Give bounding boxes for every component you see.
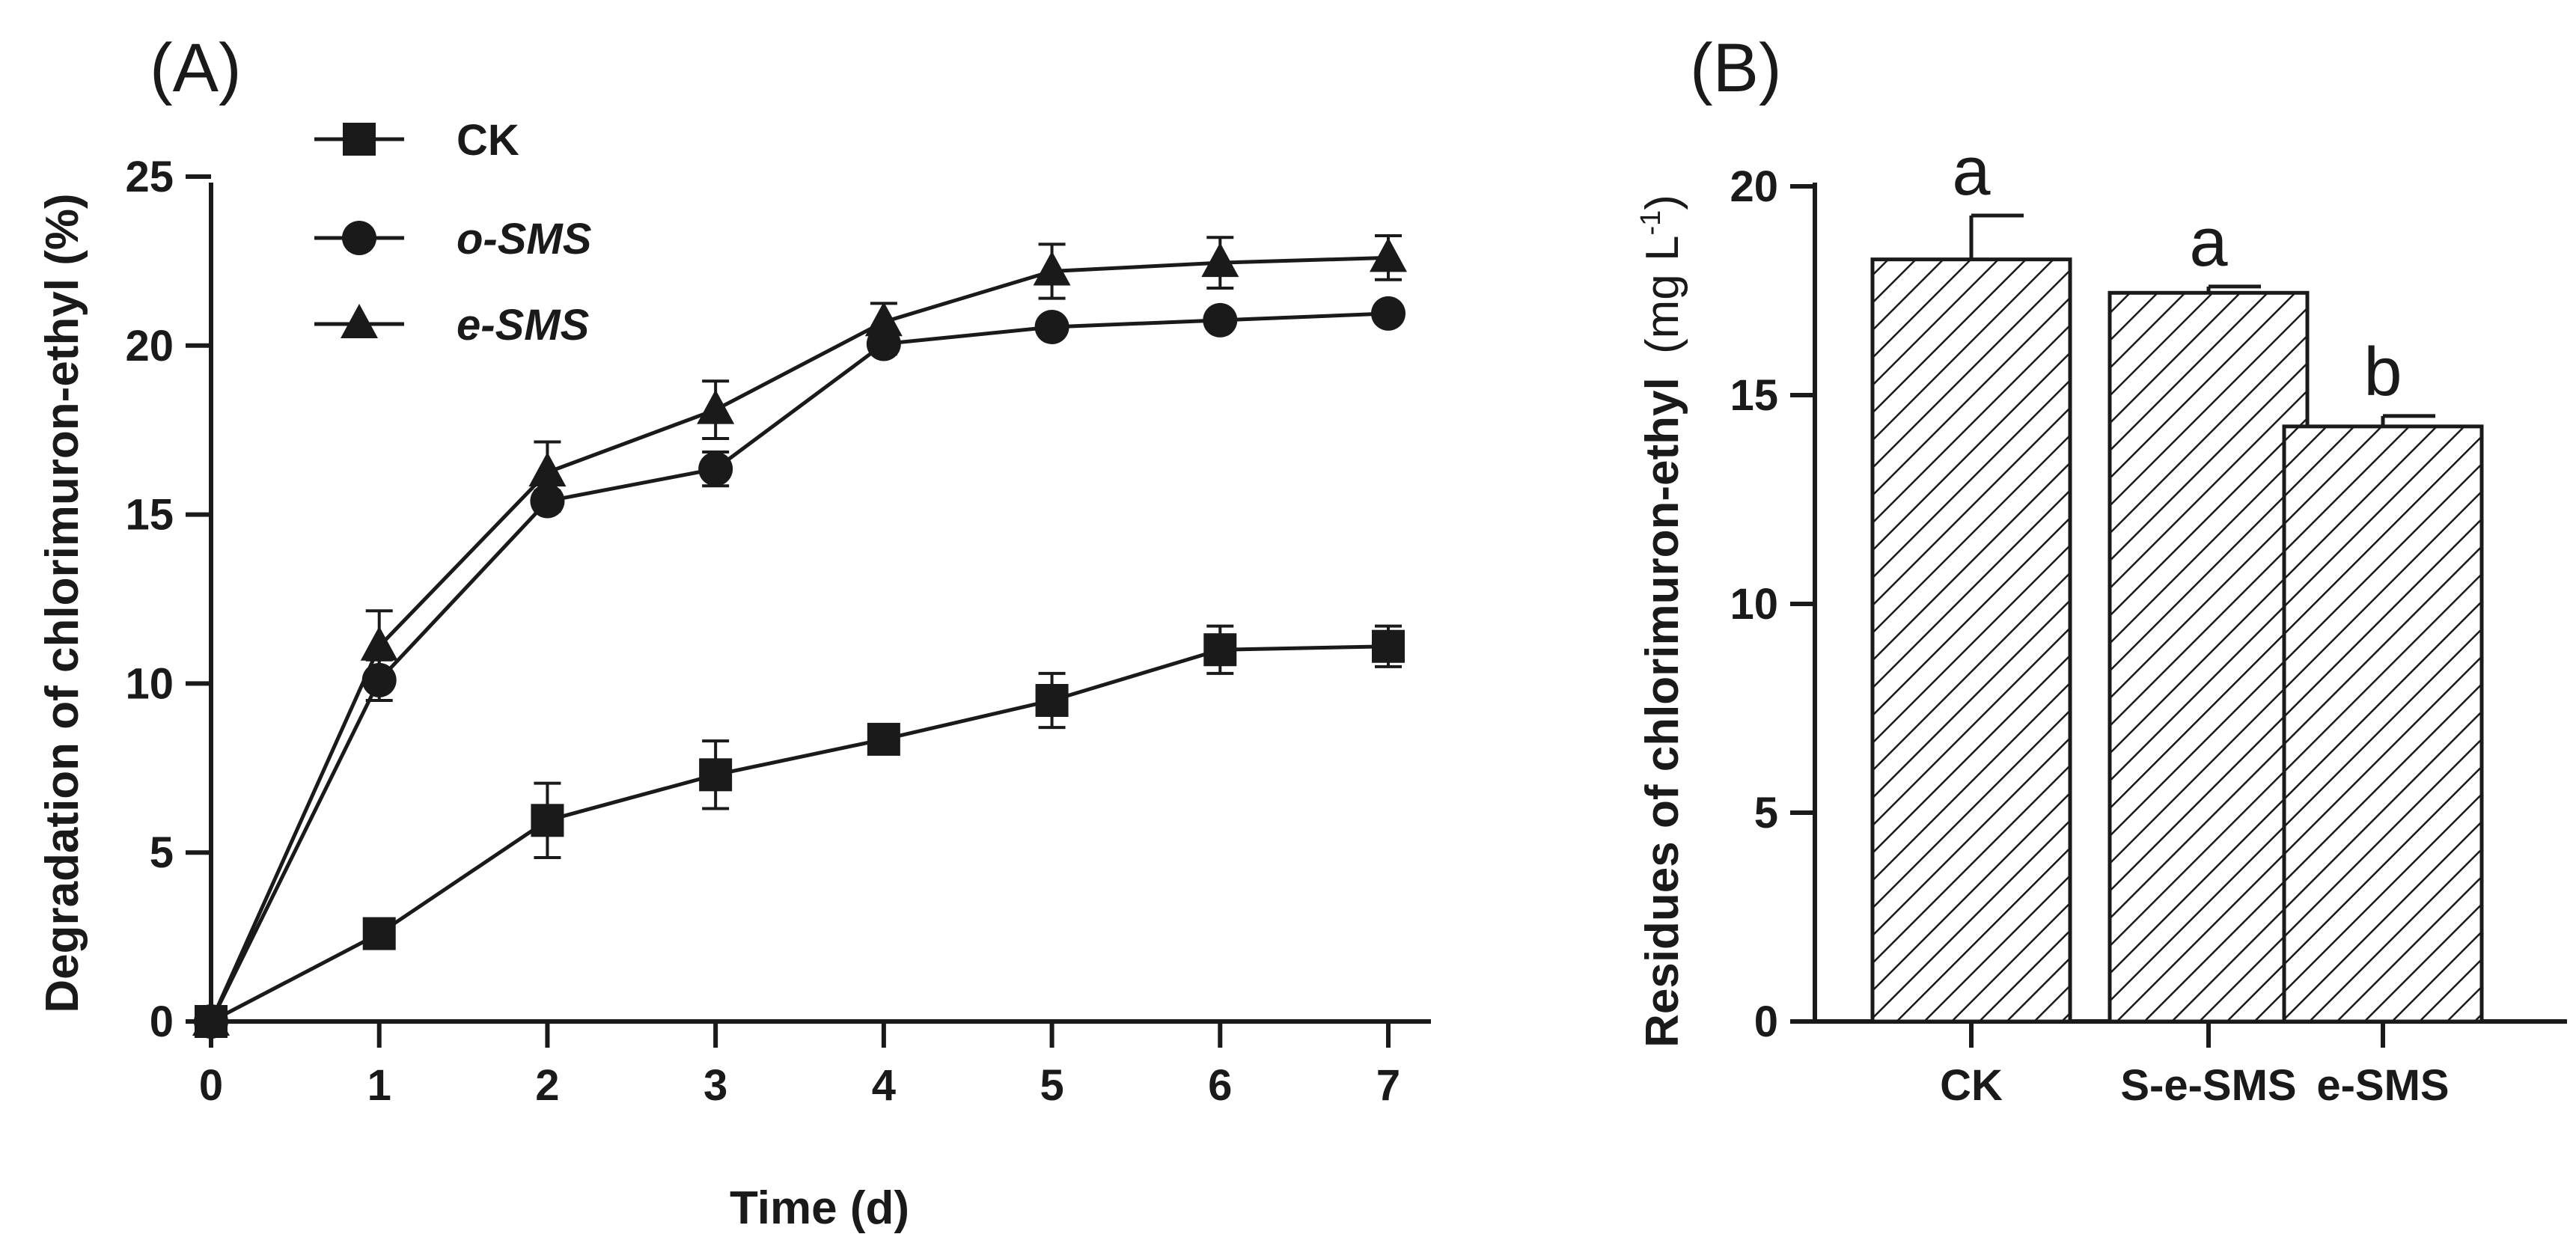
panel-a-y-tick-label: 25 [125,153,174,201]
data-point-ck [699,758,733,792]
panel-b-y-tick-label: 15 [1730,371,1778,420]
panel-b-x-tick-label: S-e-SMS [2120,1061,2296,1110]
panel-b-ticks: 0 5 10 15 20 [1730,162,1815,1046]
significance-letter: a [2189,204,2228,281]
series-line-o-sms [209,311,1389,1023]
data-point-e-sms [1033,251,1071,286]
data-point-e-sms [864,302,903,337]
panel-a-x-tick-label: 2 [535,1061,559,1110]
series-ck [195,624,1405,1038]
bar-ck [1870,257,2072,1024]
panel-a-x-tick-label: 6 [1208,1061,1232,1110]
data-point-e-sms [1201,242,1239,278]
series-o-sms [194,296,1405,1039]
legend-marker-square [343,123,376,156]
legend-label: CK [457,116,519,165]
panel-a-x-tick-label: 1 [367,1061,391,1110]
panel-b-y-tick-label: 10 [1730,580,1778,629]
series-e-sms [192,234,1407,1036]
panel-b-y-tick-label: 0 [1754,998,1778,1046]
panel-b-bar-chart: (B) 0 5 10 15 20 a CK a S-e-SMS b e-SMS Residues … [1635,30,2567,1110]
data-point-ck [867,722,900,756]
data-point-e-sms [360,626,398,661]
data-point-o-sms [1203,302,1238,337]
data-point-e-sms [697,389,735,424]
panel-a-label: (A) [150,30,242,106]
panel-a-x-tick-label: 7 [1376,1061,1400,1110]
legend-item-e-sms: e-SMS [314,301,590,349]
legend-item-ck: CK [314,116,519,165]
panel-b-label: (B) [1690,30,1782,106]
panel-b-y-axis-title-exp: -1 [1635,210,1667,236]
bar-s-e-sms [2108,290,2310,1024]
data-point-ck [1203,633,1237,667]
panel-b-y-axis-title-close: ) [1637,195,1688,210]
data-point-ck [1372,629,1405,663]
legend-label: o-SMS [457,215,592,263]
panel-a-x-tick-label: 3 [703,1061,727,1110]
data-point-o-sms [1034,309,1069,344]
significance-letter: b [2363,334,2402,410]
panel-a-y-tick-label: 20 [125,322,174,370]
data-point-e-sms [528,452,567,487]
bar-group-e-sms: b e-SMS [2282,334,2484,1110]
panel-a-y-axis-title: Degradation of chlorimuron-ethyl (%) [37,193,88,1012]
panel-b-x-tick-label: e-SMS [2316,1061,2449,1110]
panel-a-x-tick-label: 5 [1040,1061,1063,1110]
legend-marker-circle [342,221,376,255]
bar-e-sms [2282,424,2484,1024]
panel-a-series [192,234,1407,1039]
significance-letter: a [1952,133,1991,210]
data-point-ck [362,917,396,950]
panel-a-x-tick-label: 4 [872,1061,896,1110]
panel-b-y-axis-title: Residues of chlorimuron-ethyl (mg L-1) [1635,195,1688,1048]
panel-b-y-tick-label: 20 [1730,162,1778,211]
panel-b-y-axis-title-main: Residues of chlorimuron-ethyl [1637,377,1688,1048]
data-point-o-sms [1371,296,1405,331]
panel-a-y-tick-label: 5 [150,828,174,877]
series-line-ck [210,644,1389,1024]
legend-marker-triangle [341,304,378,338]
panel-a-legend: CK o-SMS e-SMS [314,116,592,349]
panel-b-bars: a CK a S-e-SMS b e-SMS [1870,133,2484,1110]
legend-label: e-SMS [457,301,590,349]
bar-group-s-e-sms: a S-e-SMS [2108,204,2310,1110]
data-point-o-sms [698,451,733,486]
panel-a-ticks: 0 5 10 15 20 25 0 1 2 3 4 5 6 7 [125,153,1400,1110]
legend-item-o-sms: o-SMS [314,215,592,263]
panel-a-y-tick-label: 0 [150,998,174,1046]
panel-a-y-tick-label: 15 [125,491,174,540]
data-point-e-sms [192,1001,230,1036]
panel-a-x-axis-title: Time (d) [730,1182,909,1234]
data-point-ck [531,804,564,837]
panel-a-y-tick-label: 10 [125,659,174,708]
data-point-e-sms [1370,237,1407,272]
panel-b-y-axis-title-unit: (mg L [1637,236,1688,354]
panel-a-line-chart: (A) 0 5 10 15 20 25 0 1 2 3 4 5 6 7 Degradation of ch… [37,30,1431,1234]
panel-b-y-tick-label: 5 [1754,789,1778,837]
data-point-ck [1035,683,1069,717]
panel-b-x-tick-label: CK [1940,1061,2003,1110]
bar-group-ck: a CK [1870,133,2072,1110]
panel-a-x-tick-label: 0 [199,1061,223,1110]
series-line-e-sms [209,255,1389,1023]
